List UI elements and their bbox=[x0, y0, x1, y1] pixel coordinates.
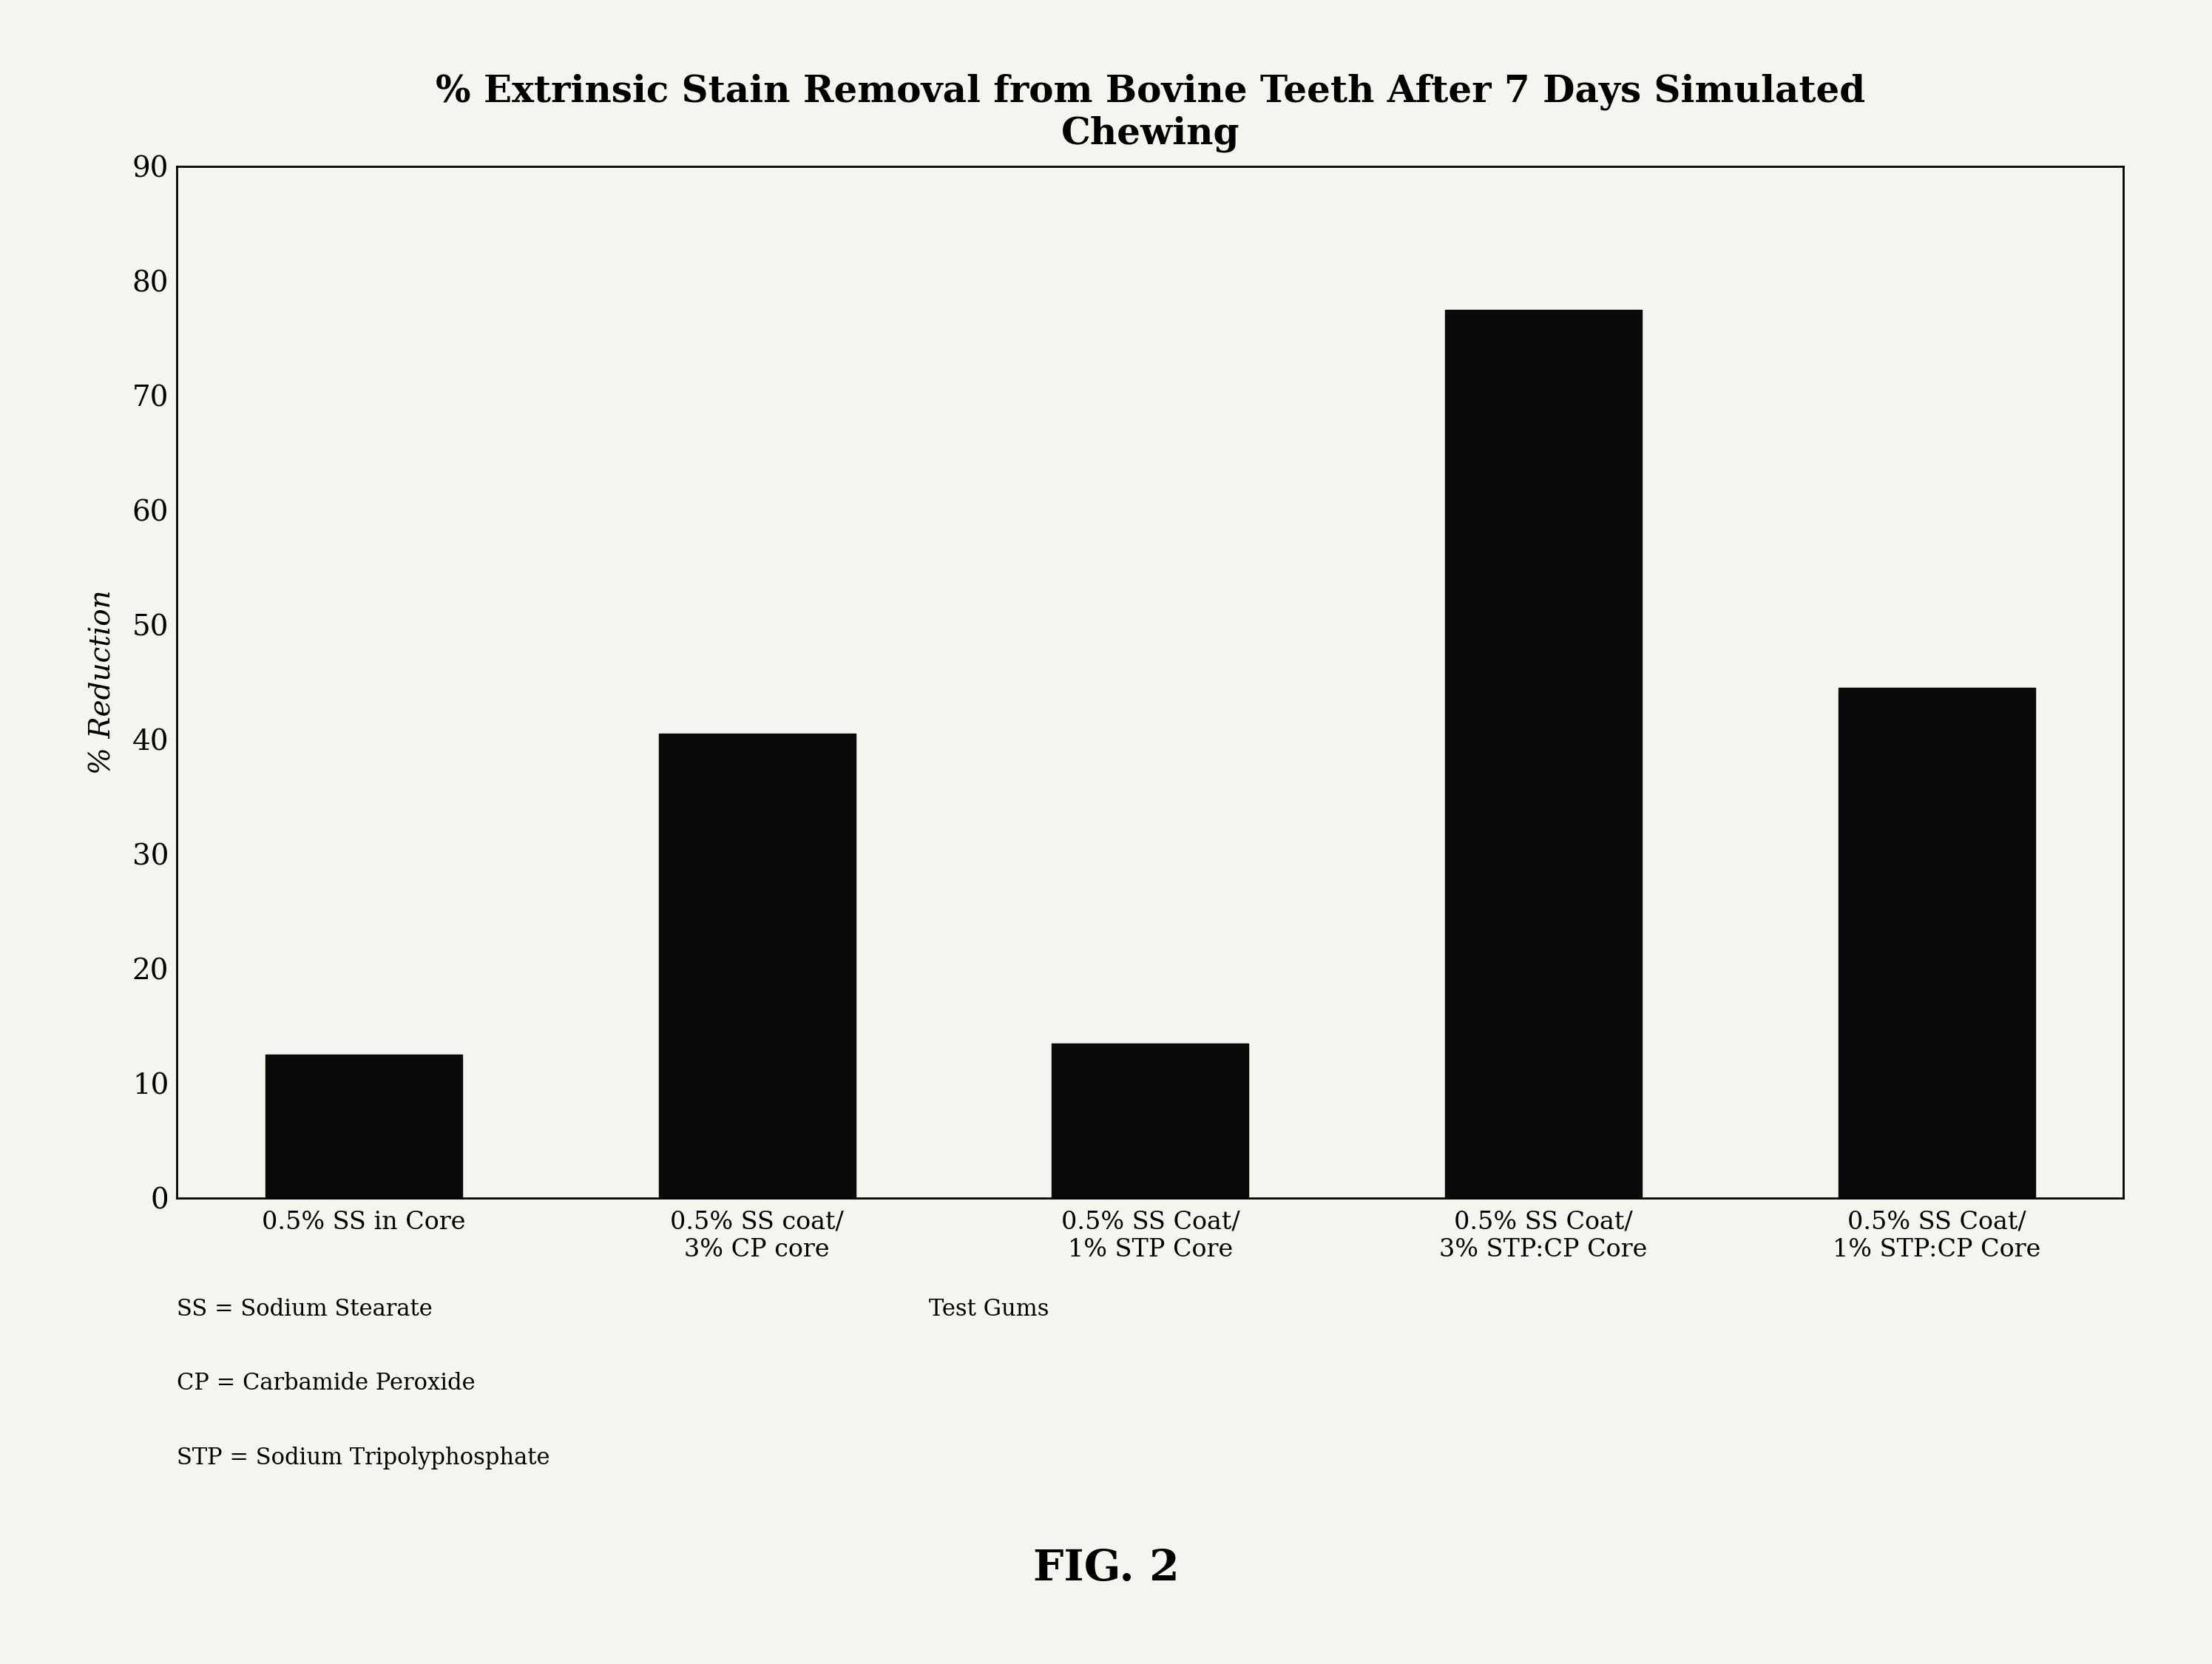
Bar bbox=[659, 734, 856, 1198]
Text: FIG. 2: FIG. 2 bbox=[1033, 1548, 1179, 1589]
Bar bbox=[1444, 310, 1641, 1198]
Bar bbox=[1053, 1043, 1248, 1198]
Title: % Extrinsic Stain Removal from Bovine Teeth After 7 Days Simulated
Chewing: % Extrinsic Stain Removal from Bovine Te… bbox=[436, 73, 1865, 153]
Y-axis label: % Reduction: % Reduction bbox=[88, 591, 117, 774]
Text: SS = Sodium Stearate

CP = Carbamide Peroxide

STP = Sodium Tripolyphosphate: SS = Sodium Stearate CP = Carbamide Pero… bbox=[177, 1298, 551, 1469]
Text: Test Gums: Test Gums bbox=[929, 1298, 1048, 1321]
Bar bbox=[265, 1055, 462, 1198]
Bar bbox=[1838, 687, 2035, 1198]
